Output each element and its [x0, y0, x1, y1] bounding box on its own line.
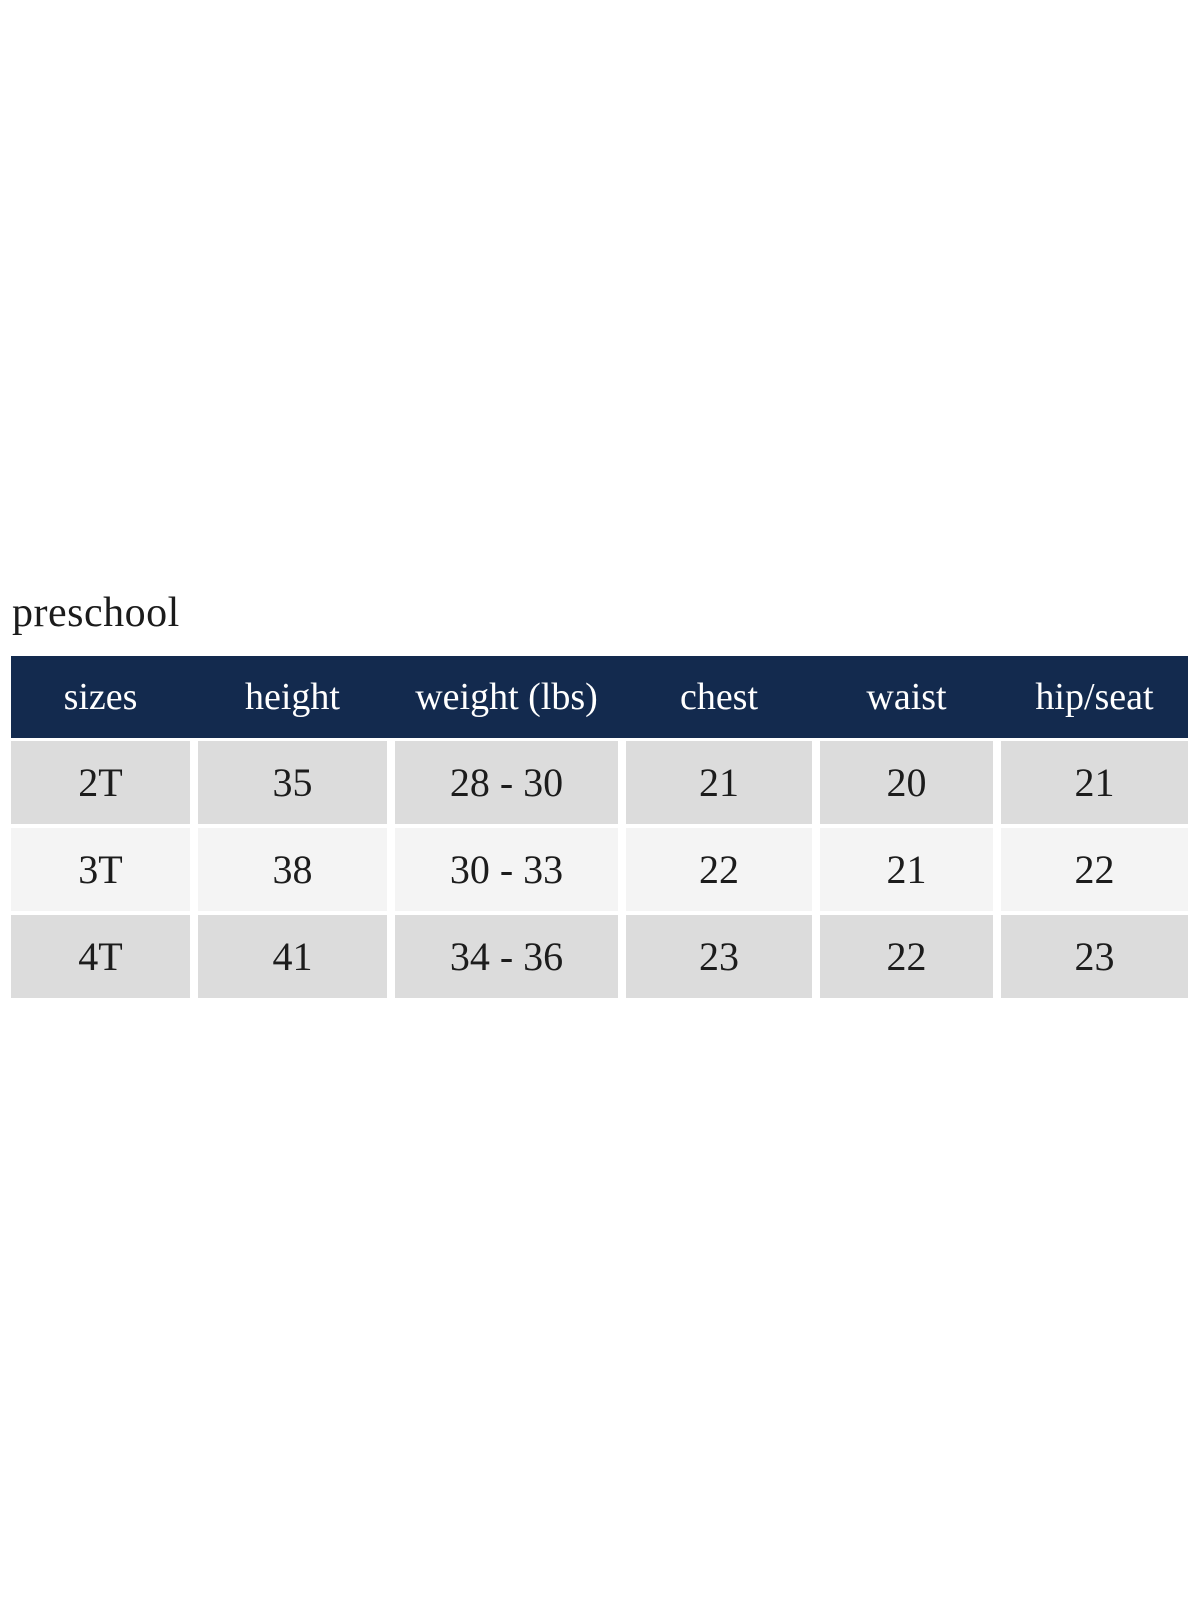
table-cell-weight: 34 - 36	[395, 915, 618, 998]
table-cell-chest: 23	[626, 915, 812, 998]
page-title: preschool	[12, 590, 180, 636]
table-body: 2T 35 28 - 30 21 20 21 3T 38 30 - 33 22 …	[11, 741, 1188, 998]
column-header-hip-seat: hip/seat	[1035, 676, 1154, 718]
table-cell-hip: 21	[1001, 741, 1188, 824]
table-cell-waist: 20	[820, 741, 993, 824]
size-table: sizes height weight (lbs) chest waist hi…	[11, 656, 1188, 998]
table-cell-height: 41	[198, 915, 387, 998]
table-cell-hip: 22	[1001, 828, 1188, 911]
table-cell-chest: 21	[626, 741, 812, 824]
column-header-height: height	[245, 676, 340, 718]
column-header-waist: waist	[866, 676, 947, 718]
table-cell-hip: 23	[1001, 915, 1188, 998]
table-cell-waist: 22	[820, 915, 993, 998]
table-row-3t: 3T 38 30 - 33 22 21 22	[11, 828, 1188, 911]
table-cell-weight: 30 - 33	[395, 828, 618, 911]
table-row-4t: 4T 41 34 - 36 23 22 23	[11, 915, 1188, 998]
table-cell-chest: 22	[626, 828, 812, 911]
table-header-row: sizes height weight (lbs) chest waist hi…	[11, 656, 1188, 738]
table-cell-height: 38	[198, 828, 387, 911]
column-header-sizes: sizes	[63, 676, 138, 718]
table-cell-size: 2T	[11, 741, 190, 824]
table-cell-waist: 21	[820, 828, 993, 911]
table-cell-height: 35	[198, 741, 387, 824]
table-row-2t: 2T 35 28 - 30 21 20 21	[11, 741, 1188, 824]
column-header-weight: weight (lbs)	[415, 676, 598, 718]
table-cell-weight: 28 - 30	[395, 741, 618, 824]
column-header-chest: chest	[679, 676, 759, 718]
table-cell-size: 4T	[11, 915, 190, 998]
table-cell-size: 3T	[11, 828, 190, 911]
